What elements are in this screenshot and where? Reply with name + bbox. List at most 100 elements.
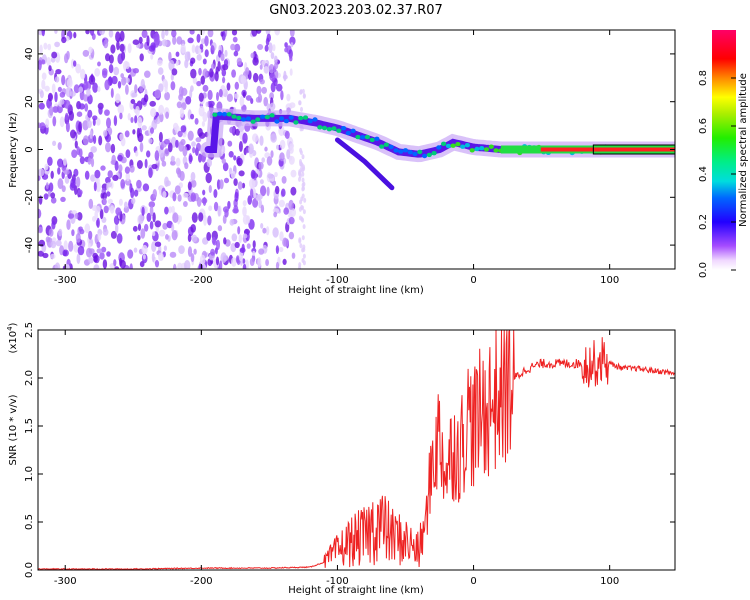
noise-speckle (115, 31, 121, 42)
noise-speckle (165, 234, 169, 240)
noise-speckle (65, 86, 72, 98)
noise-speckle (48, 228, 54, 237)
ridge-blob (240, 117, 247, 122)
noise-speckle (63, 169, 70, 175)
noise-speckle (207, 30, 214, 38)
noise-speckle (102, 192, 107, 200)
noise-speckle (168, 59, 175, 71)
noise-speckle (230, 170, 236, 179)
ridge-blob (479, 146, 485, 151)
noise-speckle (39, 122, 46, 130)
noise-speckle (61, 74, 66, 86)
ridge-blob (460, 144, 466, 149)
noise-speckle (188, 155, 193, 162)
noise-speckle (252, 250, 256, 256)
noise-speckle (266, 186, 270, 197)
noise-speckle (301, 217, 305, 223)
noise-speckle (201, 121, 205, 127)
noise-speckle (154, 89, 161, 99)
noise-speckle (150, 107, 157, 118)
noise-speckle (291, 252, 296, 259)
ridge-blob (488, 144, 494, 149)
noise-speckle (38, 208, 42, 219)
noise-speckle (182, 192, 189, 199)
noise-speckle (154, 150, 160, 161)
noise-speckle (105, 142, 111, 153)
noise-speckle (124, 61, 130, 70)
noise-speckle (97, 61, 101, 67)
noise-speckle (289, 56, 293, 62)
noise-speckle (170, 81, 176, 91)
noise-speckle (158, 83, 164, 93)
noise-speckle (41, 79, 46, 90)
noise-speckle (151, 119, 158, 130)
noise-speckle (236, 57, 242, 66)
noise-speckle (298, 173, 302, 179)
ridge-blob (388, 144, 394, 150)
ridge-blob (431, 151, 437, 156)
noise-speckle (239, 247, 246, 253)
noise-speckle (172, 192, 177, 202)
noise-speckle (260, 185, 267, 197)
noise-speckle (158, 229, 166, 237)
noise-speckle (164, 30, 169, 36)
ridge-blob (450, 143, 456, 148)
noise-speckle (198, 92, 204, 103)
noise-speckle (205, 172, 212, 184)
noise-speckle (168, 206, 173, 214)
noise-speckle (215, 256, 220, 266)
snr-y-tick-label: 0.0 (24, 562, 35, 578)
noise-speckle (191, 234, 198, 243)
noise-speckle (189, 89, 193, 99)
colorbar-gradient (712, 30, 736, 270)
noise-speckle (102, 228, 109, 236)
noise-speckle (191, 44, 196, 54)
spectrogram-y-tick-label: 40 (24, 48, 35, 61)
noise-speckle (161, 39, 168, 47)
noise-speckle (270, 133, 277, 143)
noise-speckle (302, 209, 306, 215)
noise-speckle (171, 30, 177, 38)
noise-speckle (152, 212, 156, 223)
noise-speckle (234, 81, 239, 90)
noise-speckle (144, 70, 151, 78)
ridge-blob (341, 126, 347, 131)
noise-speckle (237, 226, 241, 235)
noise-speckle (164, 206, 169, 215)
snr-y-ticks: 0.0 0.5 1.0 1.5 2.0 2.5 (24, 322, 675, 578)
noise-speckle (280, 90, 284, 101)
noise-speckle (242, 263, 247, 269)
snr-x-ticks: -300 -200 -100 0 100 (54, 330, 619, 587)
noise-speckle (196, 54, 202, 61)
noise-speckle (117, 104, 125, 115)
noise-speckle (135, 150, 139, 157)
noise-speckle (233, 50, 239, 57)
noise-speckle (251, 30, 258, 37)
noise-speckle (284, 130, 290, 139)
noise-speckle (265, 37, 270, 46)
noise-speckle (161, 160, 167, 167)
ridge-blob (364, 134, 370, 140)
ridge-blob (236, 115, 242, 121)
noise-speckle (127, 43, 132, 54)
noise-speckle (202, 58, 207, 65)
snr-x-label: Height of straight line (km) (288, 585, 424, 596)
noise-speckle (75, 63, 82, 74)
noise-speckle (44, 163, 49, 171)
noise-speckle (177, 130, 183, 138)
ridge-blob (298, 115, 304, 121)
noise-speckle (66, 50, 70, 60)
noise-speckle (268, 63, 275, 74)
noise-speckle (190, 57, 196, 64)
noise-speckle (106, 117, 111, 129)
noise-speckle (83, 94, 89, 102)
noise-speckle (192, 146, 196, 154)
noise-speckle (158, 131, 163, 143)
noise-speckle (220, 53, 225, 62)
noise-speckle (298, 215, 302, 221)
ridge-blob (379, 144, 385, 149)
noise-speckle (218, 89, 223, 98)
noise-speckle (250, 169, 256, 179)
noise-speckle (140, 228, 146, 239)
